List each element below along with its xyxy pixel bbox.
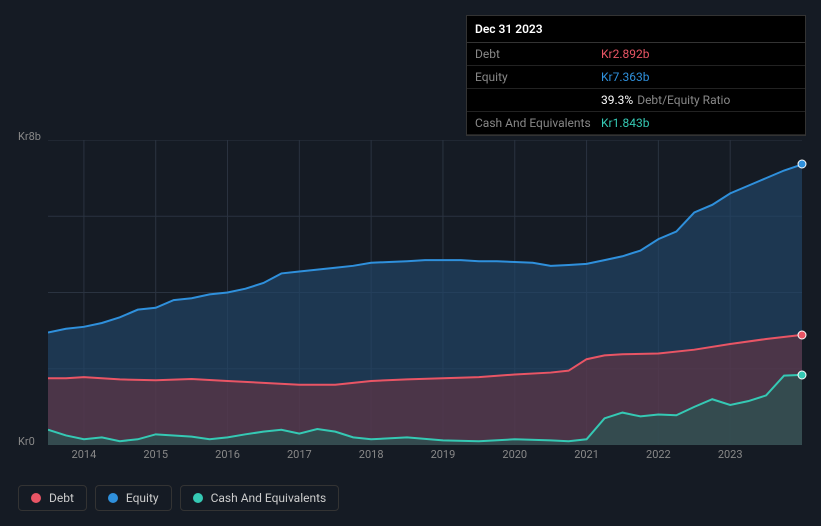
legend-dot (193, 493, 203, 503)
series-end-dot (798, 370, 807, 379)
chart-legend: Debt Equity Cash And Equivalents (18, 485, 339, 511)
tooltip-value: Kr7.363b (601, 70, 649, 84)
x-axis-label: 2015 (143, 448, 168, 461)
legend-label: Debt (49, 491, 74, 505)
x-axis: 2014 2015 2016 2017 2018 2019 2020 2021 2022 2023 (48, 448, 802, 468)
tooltip-label: Equity (475, 70, 601, 84)
series-end-dot (798, 160, 807, 169)
tooltip-label: Debt (475, 47, 601, 61)
tooltip-date: Dec 31 2023 (467, 16, 805, 43)
x-axis-label: 2017 (287, 448, 312, 461)
tooltip-value: 39.3% (601, 93, 633, 107)
tooltip-label: Cash And Equivalents (475, 116, 601, 130)
x-axis-label: 2020 (502, 448, 527, 461)
chart-plot (48, 140, 802, 445)
x-axis-label: 2021 (574, 448, 599, 461)
x-axis-label: 2014 (72, 448, 97, 461)
tooltip-label (475, 93, 601, 107)
tooltip-value: Kr2.892b (601, 47, 649, 61)
tooltip-value: Kr1.843b (601, 116, 649, 130)
legend-item[interactable]: Debt (18, 485, 87, 511)
legend-dot (31, 493, 41, 503)
legend-label: Equity (126, 491, 159, 505)
tooltip-suffix: Debt/Equity Ratio (637, 93, 730, 107)
y-axis-label: Kr8b (18, 130, 41, 143)
y-axis-label: Kr0 (18, 435, 35, 448)
x-axis-label: 2019 (431, 448, 456, 461)
series-end-dot (798, 330, 807, 339)
legend-dot (108, 493, 118, 503)
x-axis-label: 2018 (359, 448, 384, 461)
x-axis-label: 2022 (646, 448, 671, 461)
chart-tooltip: Dec 31 2023 DebtKr2.892bEquityKr7.363b39… (466, 15, 806, 136)
legend-label: Cash And Equivalents (211, 491, 327, 505)
tooltip-row: DebtKr2.892b (467, 43, 805, 66)
tooltip-row: EquityKr7.363b (467, 66, 805, 89)
x-axis-label: 2023 (718, 448, 743, 461)
legend-item[interactable]: Cash And Equivalents (180, 485, 340, 511)
legend-item[interactable]: Equity (95, 485, 172, 511)
tooltip-row: Cash And EquivalentsKr1.843b (467, 112, 805, 135)
tooltip-row: 39.3% Debt/Equity Ratio (467, 89, 805, 112)
x-axis-label: 2016 (215, 448, 240, 461)
